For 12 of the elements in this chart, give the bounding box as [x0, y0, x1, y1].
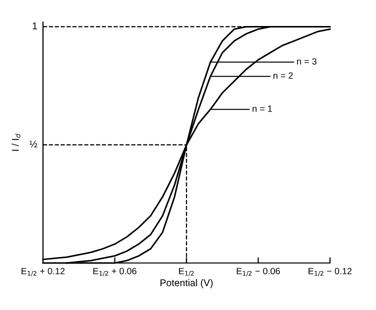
x-tick-label: E$_{1/2}$ − 0.12 [308, 268, 352, 276]
x-tick-label: E$_{1/2}$ + 0.06 [93, 268, 136, 276]
y-axis-title: I / I$_{d}$ [12, 134, 20, 151]
x-axis-title: Potential (V) [160, 279, 213, 288]
annotation: ½ [30, 140, 38, 148]
annotation: 1 [32, 22, 37, 30]
annotation: n = 1 [252, 106, 272, 112]
annotation: n = 3 [297, 58, 316, 65]
x-tick-label: E$_{1/2}$ − 0.06 [236, 268, 280, 276]
x-tick-label: E$_{1/2}$ + 0.12 [22, 268, 65, 276]
annotation: n = 2 [274, 72, 293, 79]
x-tick-label: E$_{1/2}$ [179, 268, 194, 276]
